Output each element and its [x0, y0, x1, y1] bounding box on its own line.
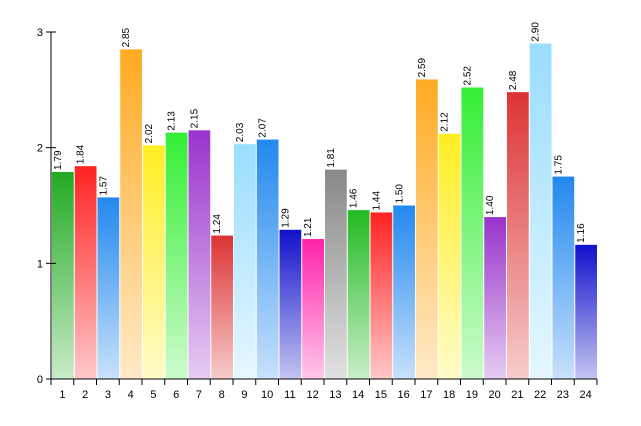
bar: [438, 133, 461, 379]
bar: [370, 212, 393, 379]
data-label: 1.16: [576, 223, 587, 243]
x-tick-label: 3: [105, 389, 111, 401]
x-tick-label: 6: [173, 389, 179, 401]
data-label: 1.40: [485, 195, 496, 215]
data-label: 2.03: [235, 122, 246, 142]
x-tick-label: 24: [580, 389, 592, 401]
data-label: 1.50: [394, 184, 405, 204]
data-label: 1.57: [99, 176, 110, 196]
data-label: 1.84: [76, 144, 87, 164]
bar: [234, 144, 256, 379]
bar: [461, 87, 484, 380]
x-tick-label: 13: [329, 389, 341, 401]
bar: [302, 239, 324, 379]
x-tick-label: 15: [375, 389, 387, 401]
data-labels: 1.79 1.84 1.57 2.85 2.02 2.13 2.15 1.24 2.03 2.07…: [53, 22, 587, 243]
x-tick-label: 10: [261, 389, 273, 401]
y-ticks: 0 1 2 3: [37, 27, 56, 386]
bar: [188, 130, 211, 379]
x-tick-label: 16: [398, 389, 410, 401]
bar: [575, 244, 597, 379]
data-label: 2.07: [258, 118, 269, 138]
bar: [416, 79, 438, 379]
bars-layer: [52, 43, 597, 380]
y-tick-label: 3: [37, 27, 43, 39]
bar: [347, 210, 370, 379]
x-tick-label: 4: [128, 389, 134, 401]
x-tick-label: 20: [489, 389, 501, 401]
bar: [120, 49, 142, 379]
data-label: 1.81: [326, 148, 337, 168]
bar: [97, 197, 120, 379]
data-label: 2.02: [144, 123, 155, 143]
data-label: 2.13: [167, 111, 178, 131]
x-tick-label: 7: [196, 389, 202, 401]
data-label: 2.48: [508, 70, 519, 90]
data-label: 2.52: [463, 66, 474, 86]
y-tick-label: 2: [37, 143, 43, 155]
x-ticks: 1 2 3 4 5 6 7 8 9 10 11 12 13 14 15 16 17 18 19 20 21 22 23 24: [59, 379, 598, 401]
bar: [552, 176, 575, 379]
y-tick-label: 1: [37, 258, 43, 270]
x-tick-label: 21: [511, 389, 523, 401]
data-label: 1.29: [281, 208, 292, 228]
x-tick-label: 9: [241, 389, 247, 401]
bar: [211, 235, 233, 379]
data-label: 1.21: [303, 217, 314, 237]
bar: [484, 217, 506, 379]
bar: [52, 171, 74, 379]
data-label: 1.75: [554, 155, 565, 175]
bar: [165, 132, 188, 379]
x-tick-label: 1: [59, 389, 65, 401]
bar: [507, 92, 529, 379]
data-label: 1.24: [212, 214, 223, 234]
bar: [529, 43, 552, 380]
bar: [393, 205, 415, 379]
data-label: 2.90: [531, 22, 542, 42]
bar: [325, 169, 347, 379]
data-label: 1.79: [53, 150, 64, 170]
axes-layer: [46, 32, 597, 385]
bar: [256, 139, 279, 379]
x-tick-label: 2: [82, 389, 88, 401]
bar: [74, 166, 97, 379]
x-tick-label: 14: [352, 389, 364, 401]
x-tick-label: 5: [150, 389, 156, 401]
x-tick-label: 22: [534, 389, 546, 401]
data-label: 2.15: [190, 108, 201, 128]
x-tick-label: 18: [443, 389, 455, 401]
x-tick-label: 8: [219, 389, 225, 401]
x-tick-label: 12: [307, 389, 319, 401]
x-tick-label: 11: [284, 389, 295, 401]
data-label: 1.46: [349, 188, 360, 208]
data-label: 2.12: [440, 112, 451, 132]
data-label: 2.59: [417, 58, 428, 78]
bar: [143, 145, 165, 379]
x-tick-label: 23: [557, 389, 569, 401]
data-label: 2.85: [121, 27, 132, 47]
bar: [279, 229, 302, 379]
data-label: 1.44: [372, 191, 383, 211]
y-tick-label: 0: [37, 374, 43, 386]
x-tick-label: 17: [420, 389, 432, 401]
x-tick-label: 19: [466, 389, 478, 401]
